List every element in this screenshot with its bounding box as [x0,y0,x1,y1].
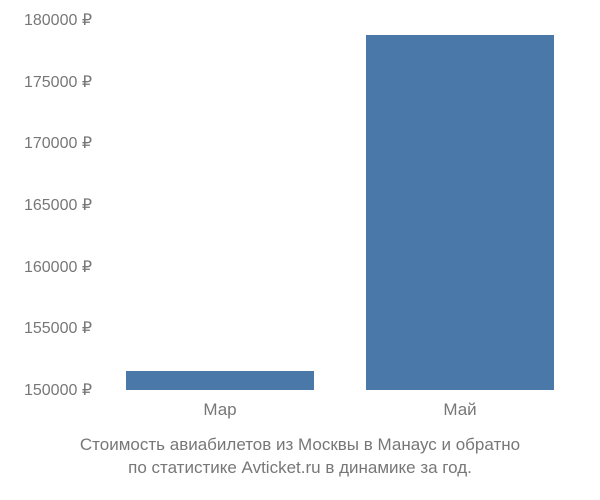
caption-line-2: по статистике Avticket.ru в динамике за … [128,458,472,477]
x-label: Май [443,400,476,420]
y-tick: 165000 ₽ [24,195,92,215]
y-tick: 160000 ₽ [24,257,92,277]
x-label: Мар [203,400,236,420]
y-tick: 180000 ₽ [24,10,92,30]
chart-container: 180000 ₽ 175000 ₽ 170000 ₽ 165000 ₽ 1600… [0,10,600,430]
chart-caption: Стоимость авиабилетов из Москвы в Манаус… [0,434,600,480]
y-tick: 155000 ₽ [24,318,92,338]
bar-mar [126,371,313,390]
y-axis: 180000 ₽ 175000 ₽ 170000 ₽ 165000 ₽ 1600… [0,10,100,430]
y-tick: 175000 ₽ [24,72,92,92]
y-tick: 170000 ₽ [24,133,92,153]
caption-line-1: Стоимость авиабилетов из Москвы в Манаус… [80,435,520,454]
plot-area [100,10,580,390]
y-tick: 150000 ₽ [24,380,92,400]
bar-may [366,35,553,390]
